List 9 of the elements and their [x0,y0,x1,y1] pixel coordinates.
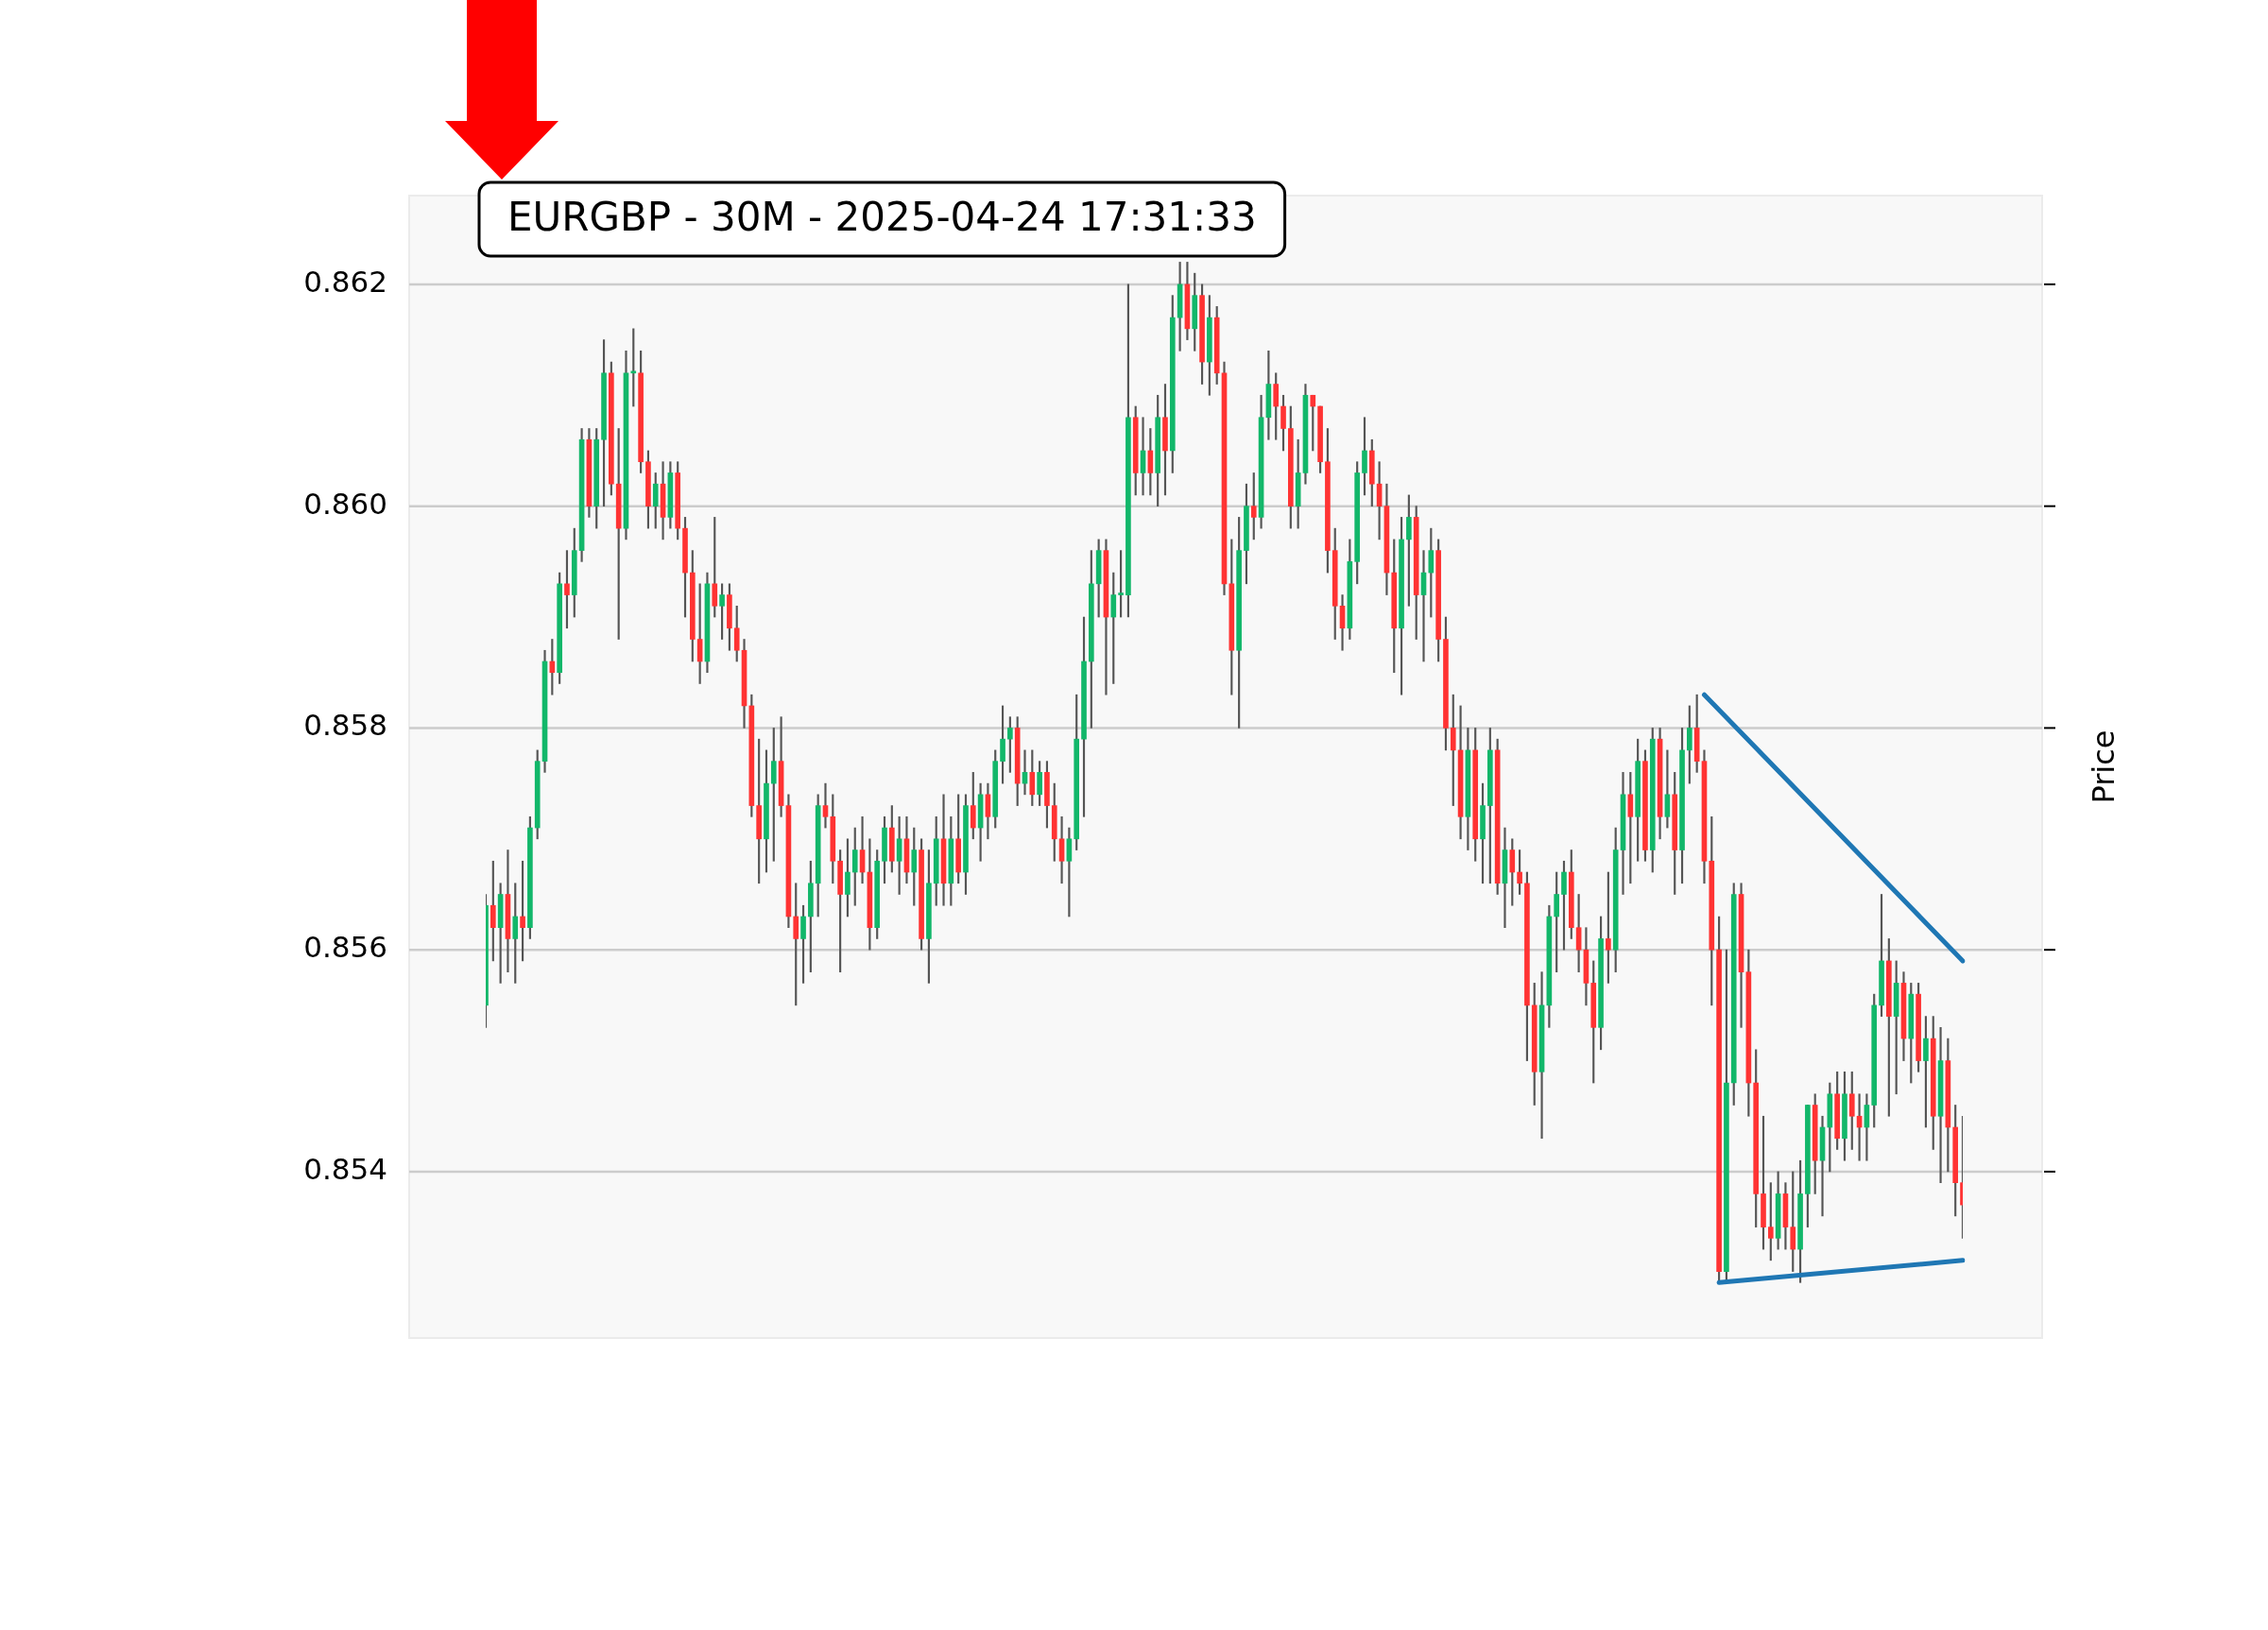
chart-title: EURGBP - 30M - 2025-04-24 17:31:33 [507,193,1257,240]
y-axis-title: Price [2086,729,2122,804]
y-tick-label: 0.858 [303,708,387,743]
y-tick-label: 0.860 [303,486,387,521]
candlestick [1058,815,1065,884]
candlestick [822,782,829,829]
y-tick-label: 0.856 [303,930,387,965]
y-tick-label: 0.862 [303,264,387,299]
y-tick-label: 0.854 [303,1151,387,1186]
